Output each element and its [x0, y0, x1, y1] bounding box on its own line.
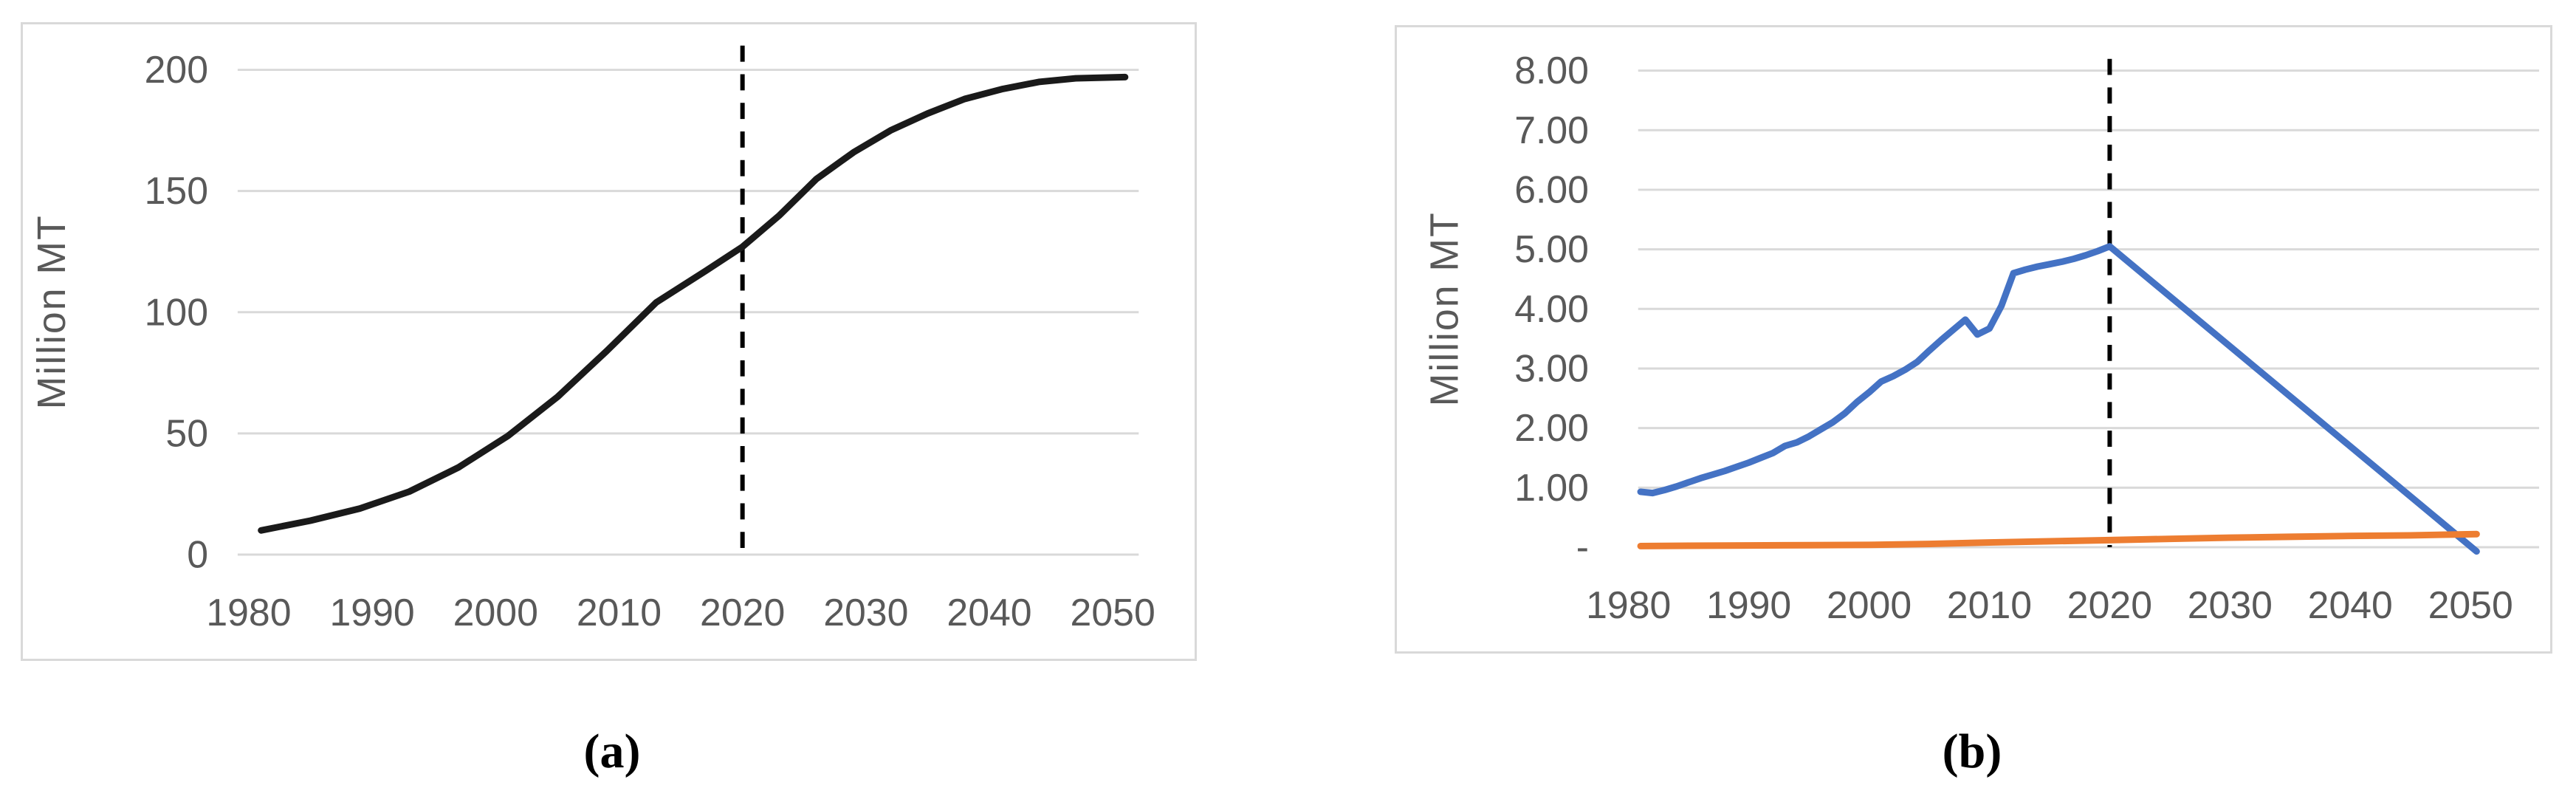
x-tick-label: 2030 [823, 591, 908, 634]
y-tick-label: 1.00 [1514, 466, 1589, 509]
x-tick-label: 2050 [1071, 591, 1155, 634]
x-tick-label: 1980 [1586, 583, 1671, 626]
y-tick-label: - [1576, 526, 1589, 569]
x-tick-label: 2040 [2308, 583, 2393, 626]
x-tick-label: 2030 [2188, 583, 2273, 626]
y-axis-title: Million MT [30, 214, 74, 409]
y-tick-label: 100 [145, 290, 208, 333]
y-tick-label: 7.00 [1514, 109, 1589, 151]
chart-panel-a: 0 50 100 150 200 1980 1990 2000 2010 2020 2030 2040… [21, 22, 1197, 661]
caption-a: (a) [583, 724, 641, 778]
y-tick-label: 50 [165, 412, 208, 455]
chart-b-canvas: - 1.00 2.00 3.00 4.00 5.00 6.00 7.00 8.00 1980 199… [1423, 49, 2540, 626]
x-tick-label: 2010 [1947, 583, 2032, 626]
y-tick-label: 2.00 [1514, 406, 1589, 449]
x-tick-label: 2000 [453, 591, 538, 634]
x-tick-label: 2000 [1827, 583, 1912, 626]
series-line-orange-series-slow-growth [1637, 530, 2480, 549]
y-tick-label: 200 [145, 48, 208, 91]
y-tick-label: 8.00 [1514, 49, 1589, 92]
chart-panel-b: - 1.00 2.00 3.00 4.00 5.00 6.00 7.00 8.00 1980 199… [1395, 25, 2552, 654]
y-tick-label: 6.00 [1514, 168, 1589, 211]
x-tick-label: 2010 [577, 591, 662, 634]
caption-b: (b) [1942, 724, 2002, 778]
x-tick-label: 1990 [329, 591, 414, 634]
series-line-blue-series-rise-and-decline [1637, 243, 2480, 555]
y-tick-label: 150 [145, 169, 208, 212]
y-tick-label: 3.00 [1514, 347, 1589, 390]
chart-a-canvas: 0 50 100 150 200 1980 1990 2000 2010 2020 2030 2040… [30, 45, 1155, 634]
series-line-historic-and-projected-total [258, 73, 1129, 534]
x-tick-label: 2050 [2428, 583, 2513, 626]
x-tick-label: 1980 [206, 591, 291, 634]
x-tick-label: 2020 [700, 591, 785, 634]
x-tick-label: 1990 [1706, 583, 1791, 626]
x-tick-label: 2040 [947, 591, 1031, 634]
x-tick-label: 2020 [2067, 583, 2152, 626]
y-axis-title: Million MT [1423, 211, 1467, 406]
y-tick-label: 5.00 [1514, 227, 1589, 270]
y-tick-label: 0 [187, 533, 208, 576]
y-tick-label: 4.00 [1514, 287, 1589, 330]
